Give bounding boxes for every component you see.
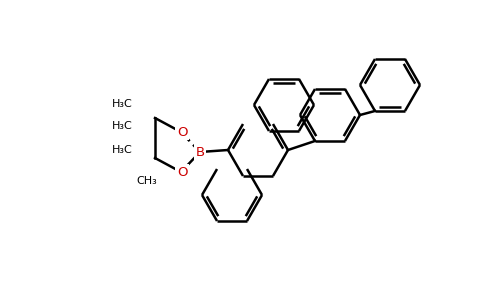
Text: O: O [177,125,187,139]
Text: B: B [196,146,205,158]
Text: O: O [177,166,187,178]
Text: CH₃: CH₃ [136,176,157,186]
Text: H₃C: H₃C [112,145,133,155]
Text: H₃C: H₃C [112,121,133,131]
Text: H₃C: H₃C [112,99,133,109]
